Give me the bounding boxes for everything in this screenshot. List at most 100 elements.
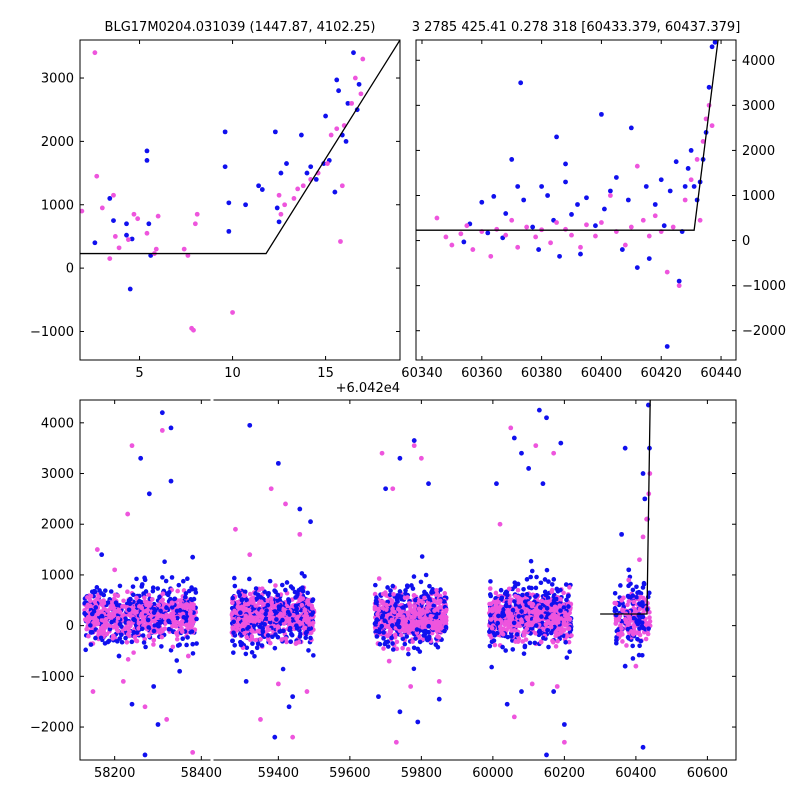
y-tick-label: 0 [66, 619, 74, 634]
scatter-point [512, 599, 517, 604]
y-tick-label: −1000 [30, 325, 74, 340]
scatter-point [524, 622, 530, 627]
scatter-point [88, 623, 93, 628]
scatter-point [155, 611, 161, 617]
scatter-point [89, 611, 95, 617]
scatter-point [94, 173, 100, 179]
scatter-point [173, 630, 179, 636]
scatter-point [159, 428, 165, 433]
scatter-point [538, 580, 544, 586]
scatter-point [532, 616, 538, 622]
x-tick-label: 60420 [641, 366, 682, 381]
scatter-point [489, 608, 495, 614]
scatter-point [123, 616, 128, 622]
scatter-point [268, 610, 273, 616]
scatter-point [548, 624, 554, 630]
scatter-point [578, 244, 583, 250]
scatter-point [428, 613, 434, 619]
scatter-point [92, 588, 97, 594]
scatter-point [251, 623, 257, 629]
scatter-point [545, 612, 551, 617]
scatter-point [529, 626, 535, 631]
scatter-point [564, 597, 569, 603]
scatter-point [259, 187, 265, 192]
scatter-point [146, 625, 151, 630]
scatter-point [647, 615, 652, 620]
scatter-point [253, 603, 258, 608]
scatter-point [522, 609, 528, 615]
scatter-point [230, 638, 235, 644]
scatter-point [567, 649, 572, 655]
scatter-point [107, 614, 112, 620]
scatter-point [152, 606, 157, 612]
scatter-point [511, 714, 517, 720]
scatter-point [554, 220, 559, 225]
scatter-point [509, 157, 515, 162]
scatter-point [397, 612, 403, 618]
scatter-point [160, 597, 165, 603]
y-tick-label: 3000 [41, 467, 74, 482]
scatter-point [569, 633, 574, 638]
scatter-point [125, 657, 131, 662]
scatter-point [612, 590, 618, 596]
x-tick-label: 60200 [544, 766, 585, 781]
scatter-point [157, 594, 162, 600]
scatter-point [185, 576, 190, 581]
scatter-point [126, 607, 132, 613]
scatter-point [141, 609, 147, 614]
scatter-point [569, 232, 574, 238]
scatter-point [247, 422, 253, 428]
scatter-point [282, 202, 288, 208]
y-tick-label: 4000 [742, 54, 775, 69]
scatter-point [164, 717, 170, 722]
scatter-point [230, 625, 235, 630]
plot-area [82, 400, 653, 758]
scatter-point [637, 606, 643, 612]
scatter-point [676, 278, 682, 284]
panel-bottom: 58200 58400 59400 59600 59800 60000 60200 60400… [30, 399, 737, 781]
y-tick-label: 2000 [41, 135, 74, 150]
scatter-point [637, 643, 642, 649]
scatter-point [546, 579, 551, 584]
scatter-point [272, 609, 278, 614]
scatter-point [306, 648, 311, 653]
scatter-point [425, 619, 431, 625]
scatter-point [423, 572, 429, 578]
scatter-point [408, 684, 414, 689]
scatter-point [108, 606, 113, 612]
scatter-point [129, 639, 135, 645]
scatter-point [231, 619, 237, 625]
scatter-point [426, 623, 431, 629]
scatter-point [639, 620, 645, 625]
y-tick-label: −2000 [742, 324, 786, 339]
scatter-point [491, 638, 497, 643]
scatter-point [551, 450, 557, 456]
y-tick-label: 4000 [41, 416, 74, 431]
scatter-point [150, 585, 156, 591]
scatter-point [495, 620, 501, 626]
scatter-point [174, 636, 180, 642]
scatter-point [411, 607, 417, 612]
scatter-point [563, 622, 568, 627]
scatter-point [141, 640, 147, 645]
scatter-point [616, 617, 622, 623]
x-tick-label: 10 [224, 366, 241, 381]
scatter-point [520, 592, 525, 598]
scatter-point [99, 591, 104, 596]
scatter-point [376, 576, 382, 581]
series-a [461, 40, 718, 349]
scatter-point [546, 644, 551, 650]
scatter-point [631, 624, 637, 630]
scatter-point [434, 591, 440, 596]
scatter-point [112, 592, 118, 598]
scatter-point [530, 620, 535, 625]
scatter-point [285, 609, 291, 615]
scatter-point [443, 615, 449, 620]
x-tick-label: 60380 [521, 366, 562, 381]
scatter-point [500, 644, 505, 650]
scatter-point [268, 596, 274, 601]
scatter-point [492, 632, 498, 638]
scatter-point [706, 84, 712, 90]
scatter-point [107, 256, 113, 262]
scatter-point [561, 739, 567, 745]
